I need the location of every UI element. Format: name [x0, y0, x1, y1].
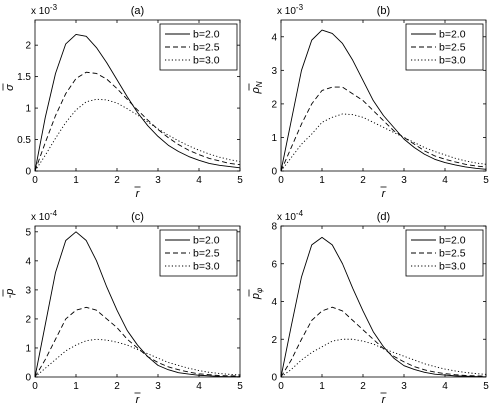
x-axis-label-a: r [136, 188, 141, 200]
legend-box-a [159, 23, 238, 71]
x-axis-label-d: r [382, 394, 387, 406]
axes-frame-a [34, 19, 241, 172]
y-tick-label-a-3: 1.5 [17, 72, 31, 83]
panel-a: (a) x 10-3 0 1 2 3 4 5 0 0.5 1 1.5 2 r σ b=2.0b=2.5b=3.… [2, 3, 243, 200]
series-line-a-1 [34, 71, 241, 172]
x-tick-label-a-4: 4 [196, 175, 202, 186]
series-line-b-2 [280, 113, 487, 172]
series-line-c-2 [34, 338, 241, 378]
y-tick-label-b-2: 2 [271, 99, 277, 110]
x-tick-label-d-4: 4 [442, 381, 448, 392]
legend-label-b-1: b=2.5 [439, 42, 466, 54]
y-axis-label-a: σ [4, 84, 16, 91]
y-tick-label-d-4: 8 [271, 222, 277, 233]
y-tick-label-a-2: 1 [25, 104, 31, 115]
y-multiplier-d: x 10-4 [277, 209, 304, 223]
y-tick-label-b-0: 0 [271, 167, 277, 178]
series-line-c-1 [34, 306, 241, 378]
x-tick-label-c-0: 0 [32, 381, 38, 392]
x-tick-label-b-4: 4 [442, 175, 448, 186]
x-tick-label-a-2: 2 [114, 175, 120, 186]
x-tick-label-a-1: 1 [73, 175, 79, 186]
y-multiplier-a: x 10-3 [31, 3, 58, 17]
x-tick-label-a-5: 5 [237, 175, 243, 186]
x-tick-label-a-0: 0 [32, 175, 38, 186]
x-tick-label-a-3: 3 [155, 175, 161, 186]
legend-box-c [159, 229, 238, 277]
x-axis-label-b: r [382, 188, 387, 200]
y-axis-label-group-d: pφ [248, 288, 264, 300]
legend-label-c-2: b=3.0 [193, 261, 220, 273]
legend-label-c-0: b=2.0 [193, 235, 220, 247]
y-tick-label-d-1: 2 [271, 335, 277, 346]
axes-frame-b [280, 19, 487, 172]
y-tick-label-d-0: 0 [271, 373, 277, 384]
x-tick-label-b-3: 3 [401, 175, 407, 186]
x-axis-label-c: r [136, 394, 141, 406]
y-tick-label-c-3: 3 [25, 285, 31, 296]
y-tick-label-d-3: 6 [271, 259, 277, 270]
x-tick-label-b-2: 2 [360, 175, 366, 186]
legend-box-d [405, 229, 484, 277]
y-tick-label-b-4: 4 [271, 32, 277, 43]
axes-frame-c [34, 225, 241, 378]
x-tick-label-c-1: 1 [73, 381, 79, 392]
y-axis-label-group-a: σ [2, 83, 16, 91]
legend-label-b-0: b=2.0 [439, 29, 466, 41]
legend-label-a-1: b=2.5 [193, 42, 220, 54]
legend-label-d-0: b=2.0 [439, 235, 466, 247]
x-tick-label-d-2: 2 [360, 381, 366, 392]
x-tick-label-d-0: 0 [278, 381, 284, 392]
panel-title-b: (b) [377, 5, 390, 17]
y-axis-label-b: ρN [250, 81, 264, 94]
y-tick-label-a-4: 2 [25, 41, 31, 52]
series-line-d-0 [280, 236, 487, 378]
legend-label-c-1: b=2.5 [193, 248, 220, 260]
series-line-b-0 [280, 29, 487, 172]
panel-d: (d) x 10-4 0 1 2 3 4 5 0 2 4 6 8 r pφ b=2.0b=2.5b=3.0 [248, 209, 489, 406]
y-tick-label-b-3: 3 [271, 66, 277, 77]
x-tick-label-c-4: 4 [196, 381, 202, 392]
y-tick-label-c-1: 1 [25, 343, 31, 354]
y-multiplier-b: x 10-3 [277, 3, 304, 17]
y-tick-label-c-2: 2 [25, 314, 31, 325]
legend-box-b [405, 23, 484, 71]
series-line-d-1 [280, 306, 487, 378]
y-tick-label-d-2: 4 [271, 297, 277, 308]
y-multiplier-c: x 10-4 [31, 209, 58, 223]
panel-b: (b) x 10-3 0 1 2 3 4 5 0 1 2 3 4 r ρN b=2.0b=2.5b=3.0 [248, 3, 489, 200]
y-tick-label-c-5: 5 [25, 227, 31, 238]
legend-label-d-1: b=2.5 [439, 248, 466, 260]
y-tick-label-a-0: 0 [25, 167, 31, 178]
series-line-c-0 [34, 231, 240, 378]
series-line-a-0 [34, 34, 241, 172]
legend-label-b-2: b=3.0 [439, 55, 466, 67]
panel-title-a: (a) [131, 5, 144, 17]
x-tick-label-b-1: 1 [319, 175, 325, 186]
legend-label-d-2: b=3.0 [439, 261, 466, 273]
y-tick-label-c-4: 4 [25, 256, 31, 267]
x-tick-label-c-5: 5 [237, 381, 243, 392]
x-tick-label-b-5: 5 [483, 175, 489, 186]
x-tick-label-c-3: 3 [155, 381, 161, 392]
series-line-d-2 [280, 338, 487, 378]
legend-label-a-0: b=2.0 [193, 29, 220, 41]
x-tick-label-d-5: 5 [483, 381, 489, 392]
y-axis-label-d: pφ [250, 288, 264, 300]
x-tick-label-b-0: 0 [278, 175, 284, 186]
y-axis-label-c: -p [4, 289, 16, 299]
x-tick-label-d-1: 1 [319, 381, 325, 392]
panel-title-d: (d) [377, 211, 390, 223]
panel-c: (c) x 10-4 0 1 2 3 4 5 0 1 2 3 4 5 r -p b=2.0b=2.5b=3.0 [2, 209, 243, 406]
y-axis-label-group-c: -p [2, 289, 16, 299]
x-tick-label-c-2: 2 [114, 381, 120, 392]
x-tick-label-d-3: 3 [401, 381, 407, 392]
y-tick-label-c-0: 0 [25, 373, 31, 384]
y-axis-label-group-b: ρN [248, 81, 264, 95]
legend-label-a-2: b=3.0 [193, 55, 220, 67]
y-tick-label-a-1: 0.5 [17, 135, 31, 146]
y-tick-label-b-1: 1 [271, 133, 277, 144]
panel-title-c: (c) [131, 211, 144, 223]
